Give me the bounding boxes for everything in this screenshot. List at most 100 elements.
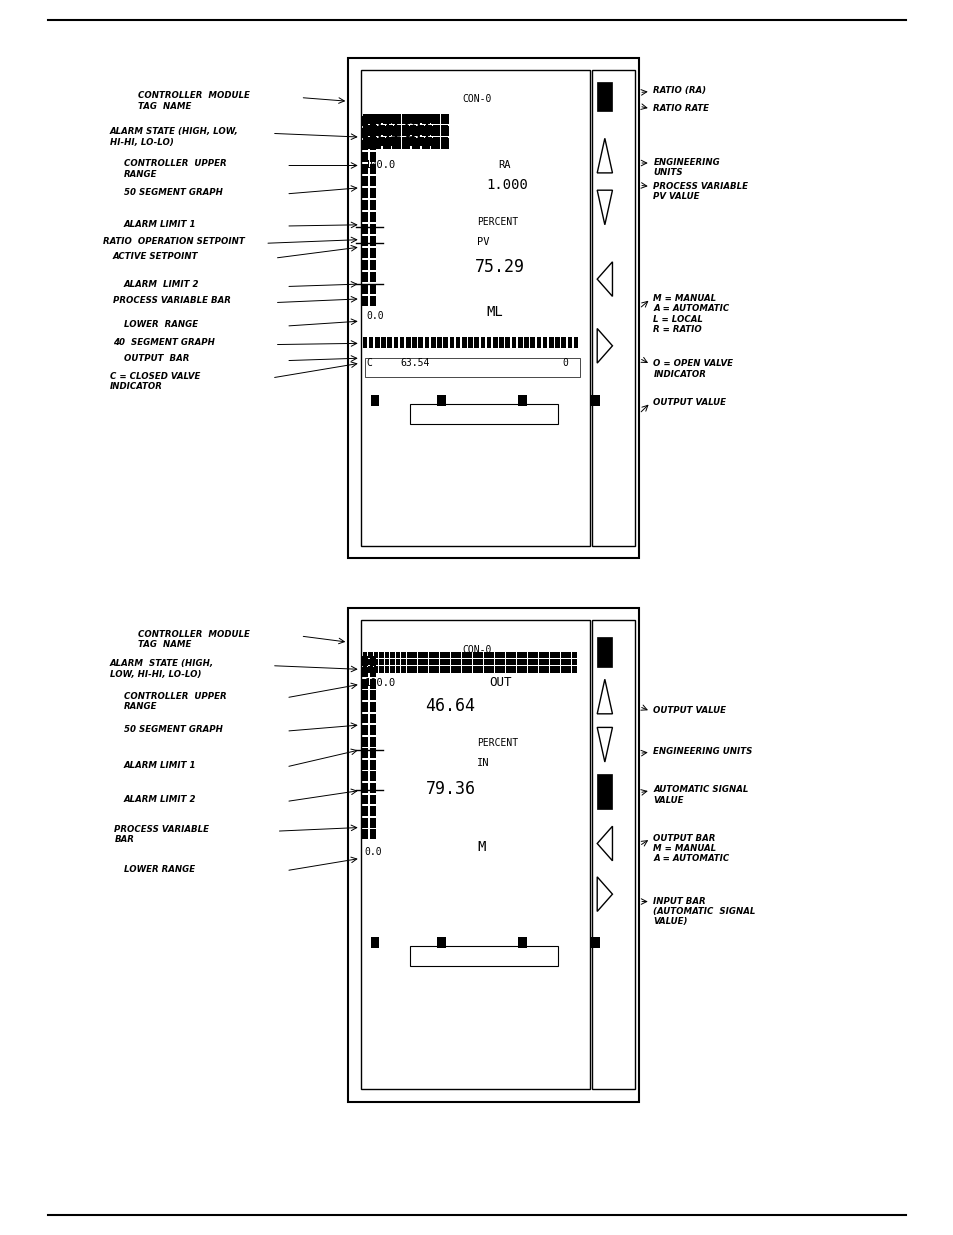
Bar [369, 337, 373, 348]
Bar [572, 659, 576, 666]
Bar [489, 667, 494, 673]
Bar [477, 667, 482, 673]
Text: LOWER  RANGE: LOWER RANGE [124, 320, 198, 329]
Bar [493, 337, 497, 348]
Bar [425, 137, 432, 147]
Bar [517, 337, 522, 348]
Text: PROCESS VARIABLE
BAR: PROCESS VARIABLE BAR [114, 825, 210, 845]
Bar [498, 337, 503, 348]
Bar [433, 137, 439, 147]
Bar [467, 667, 472, 673]
Bar [363, 138, 371, 149]
Bar [410, 946, 558, 966]
Bar [360, 620, 589, 1089]
Bar [511, 337, 516, 348]
Bar [431, 126, 439, 137]
Text: 0: 0 [562, 358, 568, 368]
Bar [369, 772, 375, 782]
Text: ENGINEERING UNITS: ENGINEERING UNITS [653, 747, 752, 756]
Bar [461, 667, 466, 673]
Bar [434, 667, 438, 673]
Text: CON-0: CON-0 [462, 94, 491, 104]
Bar [384, 659, 389, 666]
Bar [361, 830, 368, 840]
Text: 40  SEGMENT GRAPH: 40 SEGMENT GRAPH [112, 338, 214, 347]
Bar [374, 652, 378, 658]
Bar [361, 248, 368, 258]
Text: O = OPEN VALVE
INDICATOR: O = OPEN VALVE INDICATOR [653, 359, 733, 379]
Bar [461, 337, 466, 348]
Bar [390, 652, 395, 658]
Bar [483, 667, 488, 673]
Bar [451, 652, 455, 658]
Bar [401, 126, 410, 137]
Bar [369, 818, 375, 827]
Bar [361, 679, 368, 689]
Bar [489, 659, 494, 666]
Bar [431, 114, 439, 125]
Bar [394, 114, 400, 124]
Bar [467, 659, 472, 666]
Bar [348, 58, 639, 558]
Bar [361, 259, 368, 269]
Bar [384, 667, 389, 673]
Bar [527, 652, 532, 658]
Text: 50 SEGMENT GRAPH: 50 SEGMENT GRAPH [124, 725, 223, 734]
Bar [505, 667, 510, 673]
Bar [386, 137, 393, 147]
Bar [572, 667, 576, 673]
Bar [401, 137, 408, 147]
Bar [522, 652, 526, 658]
Bar [390, 667, 395, 673]
Text: M = MANUAL
A = AUTOMATIC
L = LOCAL
R = RATIO: M = MANUAL A = AUTOMATIC L = LOCAL R = R… [653, 294, 729, 335]
Bar [390, 659, 395, 666]
Bar [573, 337, 578, 348]
Text: 0.0: 0.0 [366, 311, 383, 321]
Bar [395, 652, 400, 658]
Bar [495, 652, 499, 658]
Bar [378, 137, 385, 147]
Text: ALARM LIMIT 1: ALARM LIMIT 1 [124, 761, 196, 769]
Bar [361, 236, 368, 246]
Bar [511, 659, 516, 666]
Bar [424, 337, 429, 348]
Bar [505, 652, 510, 658]
Bar [517, 667, 521, 673]
Bar [440, 125, 447, 135]
Bar [369, 760, 375, 769]
Bar [549, 652, 554, 658]
Text: ML: ML [486, 305, 503, 320]
Text: LOWER RANGE: LOWER RANGE [124, 864, 195, 873]
Text: ENGINEERING
UNITS: ENGINEERING UNITS [653, 158, 720, 178]
Bar [425, 125, 432, 135]
Bar [369, 701, 375, 711]
Bar [369, 737, 375, 747]
Bar [495, 667, 499, 673]
Bar [369, 188, 375, 198]
Bar [566, 659, 571, 666]
Bar [412, 126, 419, 137]
Bar [368, 667, 373, 673]
Bar [590, 936, 598, 948]
Text: 75.29: 75.29 [475, 258, 524, 275]
Bar [361, 714, 368, 724]
Bar [369, 806, 375, 816]
Bar [431, 337, 436, 348]
Bar [436, 337, 441, 348]
Bar [401, 138, 410, 149]
Text: CONTROLLER  UPPER
RANGE: CONTROLLER UPPER RANGE [124, 692, 227, 711]
Bar [461, 659, 466, 666]
Bar [369, 794, 375, 804]
Bar [417, 652, 422, 658]
Bar [361, 772, 368, 782]
Bar [369, 259, 375, 269]
Bar [369, 116, 375, 126]
Bar [527, 659, 532, 666]
Bar [361, 806, 368, 816]
Text: C: C [366, 358, 372, 368]
Bar [566, 667, 571, 673]
Bar [477, 659, 482, 666]
Bar [373, 114, 380, 125]
Bar [409, 137, 416, 147]
Bar [361, 200, 368, 210]
